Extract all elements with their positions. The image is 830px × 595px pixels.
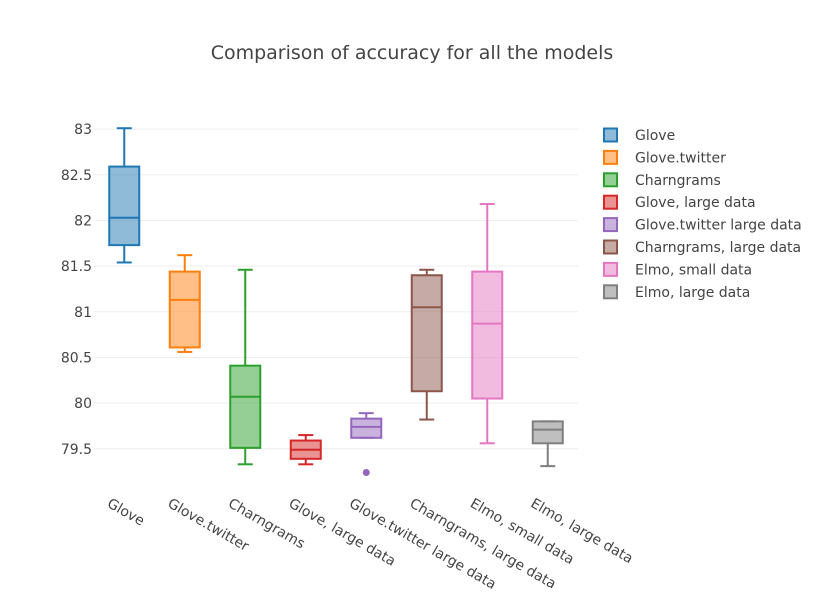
- box-iqr: [531, 420, 564, 445]
- legend-label: Glove, large data: [635, 195, 756, 211]
- y-tick-label: 80.5: [61, 350, 92, 366]
- legend-swatch: [603, 127, 618, 143]
- x-tick-label: Glove: [104, 496, 147, 530]
- legend-swatch: [603, 261, 618, 277]
- legend-swatch: [603, 284, 618, 300]
- legend-item[interactable]: Glove.twitter large data: [603, 217, 802, 234]
- legend-label: Glove.twitter: [635, 150, 726, 166]
- legend-swatch: [603, 172, 618, 188]
- y-tick-label: 81: [74, 305, 92, 321]
- box-0: [108, 127, 141, 264]
- box-1: [168, 254, 201, 353]
- legend-swatch: [603, 194, 618, 210]
- legend-label: Charngrams, large data: [635, 240, 801, 256]
- legend-label: Elmo, small data: [635, 262, 752, 278]
- legend-swatch: [603, 149, 618, 165]
- y-tick-label: 82.5: [61, 168, 92, 184]
- box-iqr: [350, 417, 383, 439]
- box-2: [229, 268, 262, 466]
- gridlines: [94, 128, 578, 450]
- legend-label: Glove.twitter large data: [635, 218, 802, 234]
- legend-label: Glove: [635, 128, 675, 144]
- box-iqr: [471, 270, 504, 400]
- y-tick-label: 81.5: [61, 259, 92, 275]
- outlier-point: [362, 469, 370, 477]
- x-tick-label: Glove, large data: [286, 496, 398, 570]
- box-5: [410, 268, 443, 421]
- y-axis-tick-labels: 79.5 80 80.5 81 81.5 82 82.5 83: [61, 122, 92, 458]
- legend-item[interactable]: Charngrams: [603, 172, 721, 189]
- legend-item[interactable]: Elmo, large data: [603, 284, 750, 301]
- box-iqr: [168, 270, 201, 349]
- legend-swatch: [603, 239, 618, 255]
- legend-item[interactable]: Glove.twitter: [603, 149, 726, 166]
- legend[interactable]: Glove Glove.twitter Charngrams Glove, large…: [603, 127, 802, 301]
- legend-item[interactable]: Elmo, small data: [603, 261, 752, 278]
- y-tick-label: 79.5: [61, 442, 92, 458]
- legend-swatch: [603, 217, 618, 233]
- legend-label: Charngrams: [635, 173, 721, 189]
- box-iqr: [108, 165, 141, 247]
- y-tick-label: 80: [74, 396, 92, 412]
- legend-item[interactable]: Charngrams, large data: [603, 239, 801, 256]
- box-4: [350, 412, 383, 477]
- box-iqr: [229, 364, 262, 449]
- box-series: [108, 127, 564, 477]
- legend-label: Elmo, large data: [635, 285, 750, 301]
- box-7: [531, 420, 564, 468]
- legend-item[interactable]: Glove: [603, 127, 675, 144]
- y-tick-label: 82: [74, 213, 92, 229]
- box-6: [471, 203, 504, 445]
- box-iqr: [410, 274, 443, 393]
- y-tick-label: 83: [74, 122, 92, 138]
- x-tick-label: Elmo, large data: [528, 496, 636, 568]
- legend-item[interactable]: Glove, large data: [603, 194, 756, 211]
- box-3: [289, 434, 322, 466]
- chart-title: Comparison of accuracy for all the model…: [211, 42, 614, 64]
